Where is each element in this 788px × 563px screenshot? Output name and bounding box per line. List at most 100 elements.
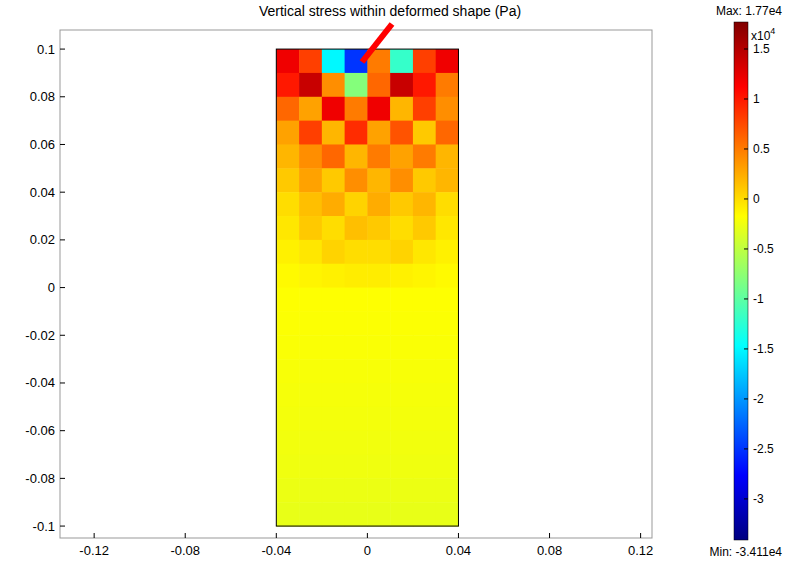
colorbar-tick-label: -2.5 <box>753 442 774 456</box>
colorbar-tick <box>744 398 748 399</box>
cell <box>390 144 413 168</box>
min-label: Min: -3.411e4 <box>710 545 783 559</box>
x-tick <box>185 533 186 538</box>
cell <box>322 240 345 264</box>
cell <box>436 407 459 431</box>
cell <box>345 311 368 335</box>
cell <box>436 311 459 335</box>
cell <box>276 49 299 73</box>
cell <box>367 478 390 502</box>
cell <box>390 73 413 97</box>
cell <box>345 73 368 97</box>
cell <box>345 502 368 526</box>
cell <box>367 311 390 335</box>
x-tick <box>549 533 550 538</box>
colorbar-exponent: 4 <box>770 26 775 36</box>
cell <box>413 335 436 359</box>
cell <box>413 455 436 479</box>
colorbar-tick <box>744 148 748 149</box>
cell <box>390 478 413 502</box>
colorbar-tick-label: -1 <box>753 292 764 306</box>
cell <box>299 455 322 479</box>
cell <box>390 311 413 335</box>
y-tick-label: 0.08 <box>30 89 55 104</box>
cell <box>367 144 390 168</box>
y-tick <box>60 478 65 479</box>
y-tick <box>60 96 65 97</box>
colorbar-tick-label: 0 <box>753 192 760 206</box>
cell <box>413 407 436 431</box>
cell <box>367 431 390 455</box>
colorbar-tick <box>744 448 748 449</box>
cell <box>345 383 368 407</box>
cell <box>299 73 322 97</box>
cell <box>299 216 322 240</box>
y-tick <box>60 335 65 336</box>
colorbar-tick <box>744 198 748 199</box>
y-tick <box>60 287 65 288</box>
x-tick-label: 0.12 <box>628 543 653 558</box>
cell <box>345 192 368 216</box>
cell <box>367 502 390 526</box>
cell <box>390 455 413 479</box>
cell <box>367 73 390 97</box>
x-tick-label: -0.12 <box>79 543 109 558</box>
cell <box>322 97 345 121</box>
cell <box>367 97 390 121</box>
cell <box>436 335 459 359</box>
cell <box>367 288 390 312</box>
cell <box>276 335 299 359</box>
cell <box>322 144 345 168</box>
cell <box>276 264 299 288</box>
cell <box>390 407 413 431</box>
cell <box>390 49 413 73</box>
cell <box>299 121 322 145</box>
cell <box>276 359 299 383</box>
cell <box>345 144 368 168</box>
cell <box>436 478 459 502</box>
domain-outline <box>276 49 458 526</box>
cell <box>276 121 299 145</box>
cell <box>390 240 413 264</box>
cell <box>322 431 345 455</box>
cell <box>322 264 345 288</box>
y-tick-label: 0 <box>48 280 55 295</box>
cell <box>276 311 299 335</box>
cell <box>390 502 413 526</box>
cell <box>436 121 459 145</box>
cell <box>367 407 390 431</box>
cell <box>345 335 368 359</box>
y-tick-label: -0.06 <box>25 423 55 438</box>
cell <box>322 49 345 73</box>
colorbar-tick <box>744 348 748 349</box>
cell <box>345 455 368 479</box>
x-tick-label: -0.04 <box>261 543 291 558</box>
load-arrow <box>362 24 392 62</box>
cell <box>276 168 299 192</box>
cell <box>436 455 459 479</box>
cell <box>390 97 413 121</box>
cell <box>276 407 299 431</box>
cell <box>436 97 459 121</box>
cell <box>436 264 459 288</box>
cell <box>322 335 345 359</box>
title: Vertical stress within deformed shape (P… <box>259 3 521 19</box>
cell <box>299 478 322 502</box>
cell <box>390 264 413 288</box>
cell <box>276 73 299 97</box>
cell <box>322 168 345 192</box>
y-tick <box>60 430 65 431</box>
cell <box>436 359 459 383</box>
cell <box>436 383 459 407</box>
x-tick <box>367 533 368 538</box>
cell <box>413 431 436 455</box>
y-tick <box>60 239 65 240</box>
y-tick <box>60 526 65 527</box>
colorbar-tick-label: 0.5 <box>753 142 770 156</box>
colorbar-multiplier: x104 <box>751 26 775 43</box>
cell <box>367 264 390 288</box>
x-tick-label: 0 <box>364 543 371 558</box>
cell <box>299 359 322 383</box>
colorbar-tick-label: 1.5 <box>753 42 770 56</box>
y-tick-label: 0.04 <box>30 185 55 200</box>
